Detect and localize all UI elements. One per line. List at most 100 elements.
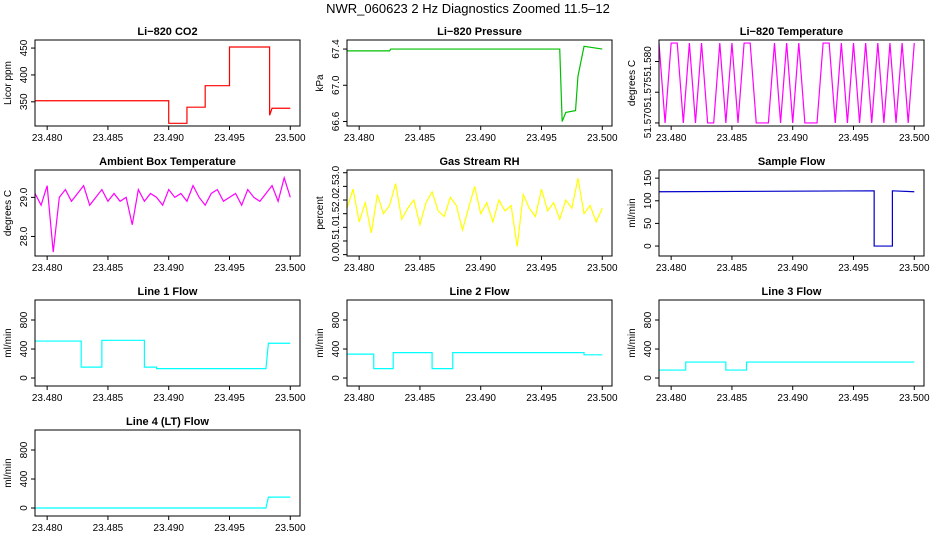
y-tick-label: 2.0: [331, 193, 342, 207]
x-tick-label: 23.500: [899, 393, 930, 404]
x-tick-label: 23.490: [465, 133, 496, 144]
x-tick-label: 23.495: [838, 263, 869, 274]
data-line: [347, 45, 603, 122]
y-tick-label: 800: [643, 311, 654, 328]
x-tick-label: 23.500: [899, 133, 930, 144]
x-tick-label: 23.485: [93, 523, 124, 534]
x-tick-label: 23.480: [656, 133, 687, 144]
y-tick-label: 0: [19, 505, 30, 511]
y-tick-label: 2.5: [331, 179, 342, 193]
chart-title: Line 3 Flow: [762, 286, 822, 298]
x-tick-label: 23.490: [465, 393, 496, 404]
plot-frame: [34, 169, 301, 257]
y-axis-label: Licor ppm: [3, 61, 14, 105]
x-tick-label: 23.480: [656, 263, 687, 274]
y-tick-label: 800: [19, 441, 30, 458]
y-tick-label: 800: [19, 311, 30, 328]
y-tick-label: 1.0: [331, 220, 342, 234]
y-tick-label: 350: [19, 93, 30, 110]
y-tick-label: 800: [331, 311, 342, 328]
x-tick-label: 23.500: [587, 133, 618, 144]
x-tick-label: 23.495: [838, 133, 869, 144]
plot-frame: [658, 299, 925, 387]
x-tick-label: 23.495: [214, 523, 245, 534]
x-tick-label: 23.480: [344, 393, 375, 404]
x-tick-label: 23.495: [526, 263, 557, 274]
x-tick-label: 23.500: [587, 393, 618, 404]
y-tick-label: 50: [643, 217, 654, 229]
x-tick-label: 23.490: [153, 263, 184, 274]
y-axis-label: ml/min: [315, 328, 326, 357]
plot-frame: [34, 39, 301, 127]
y-axis-label: degrees C: [3, 190, 14, 236]
data-line: [35, 175, 291, 253]
x-tick-label: 23.490: [777, 263, 808, 274]
x-tick-label: 23.485: [93, 393, 124, 404]
x-tick-label: 23.500: [275, 523, 306, 534]
x-tick-label: 23.500: [275, 393, 306, 404]
x-tick-label: 23.495: [214, 393, 245, 404]
y-tick-label: 1.5: [331, 206, 342, 220]
x-tick-label: 23.485: [717, 393, 748, 404]
y-axis-label: ml/min: [3, 328, 14, 357]
y-axis-label: degrees C: [627, 60, 638, 106]
y-tick-label: 400: [331, 340, 342, 357]
x-tick-label: 23.495: [526, 393, 557, 404]
x-tick-label: 23.480: [32, 393, 63, 404]
y-tick-label: 0: [19, 375, 30, 381]
chart-title: Line 2 Flow: [450, 286, 510, 298]
x-tick-label: 23.495: [838, 393, 869, 404]
data-line: [659, 361, 915, 371]
y-tick-label: 51.570: [643, 107, 654, 138]
data-line: [347, 352, 603, 370]
x-tick-label: 23.485: [717, 133, 748, 144]
y-tick-label: 100: [643, 192, 654, 209]
plot-frame: [34, 429, 301, 517]
x-tick-label: 23.485: [405, 133, 436, 144]
x-tick-label: 23.480: [32, 263, 63, 274]
y-axis-label: kPa: [315, 74, 326, 92]
data-line: [659, 42, 915, 124]
x-tick-label: 23.485: [405, 393, 436, 404]
y-tick-label: 51.580: [643, 46, 654, 77]
plot-frame: [346, 299, 613, 387]
y-tick-label: 400: [19, 66, 30, 83]
x-tick-label: 23.485: [93, 133, 124, 144]
chart-title: Ambient Box Temperature: [99, 156, 236, 168]
x-tick-label: 23.500: [275, 263, 306, 274]
x-tick-label: 23.480: [344, 263, 375, 274]
chart-title: Sample Flow: [758, 156, 826, 168]
data-line: [659, 190, 915, 247]
x-tick-label: 23.480: [32, 133, 63, 144]
data-line: [35, 46, 291, 124]
plot-frame: [346, 39, 613, 127]
data-line: [35, 339, 291, 370]
x-tick-label: 23.490: [777, 393, 808, 404]
data-line: [35, 496, 291, 509]
chart-title: Li−820 CO2: [137, 26, 197, 38]
y-tick-label: 150: [643, 169, 654, 186]
x-tick-label: 23.490: [777, 133, 808, 144]
x-tick-label: 23.490: [153, 393, 184, 404]
y-tick-label: 0: [643, 375, 654, 381]
page-title: NWR_060623 2 Hz Diagnostics Zoomed 11.5–…: [326, 1, 610, 16]
y-tick-label: 0: [331, 375, 342, 381]
x-tick-label: 23.485: [405, 263, 436, 274]
chart-title: Li−820 Pressure: [437, 26, 522, 38]
y-axis-label: ml/min: [627, 328, 638, 357]
x-tick-label: 23.490: [465, 263, 496, 274]
x-tick-label: 23.495: [214, 133, 245, 144]
chart-title: Line 1 Flow: [138, 286, 198, 298]
x-tick-label: 23.500: [275, 133, 306, 144]
chart-title: Li−820 Temperature: [740, 26, 843, 38]
y-tick-label: 400: [19, 470, 30, 487]
y-tick-label: 28.0: [19, 226, 30, 246]
plot-frame: [34, 299, 301, 387]
y-axis-label: ml/min: [627, 198, 638, 227]
data-line: [347, 178, 603, 247]
y-tick-label: 0: [643, 243, 654, 249]
y-tick-label: 0.5: [331, 234, 342, 248]
y-tick-label: 400: [643, 340, 654, 357]
x-tick-label: 23.480: [32, 523, 63, 534]
